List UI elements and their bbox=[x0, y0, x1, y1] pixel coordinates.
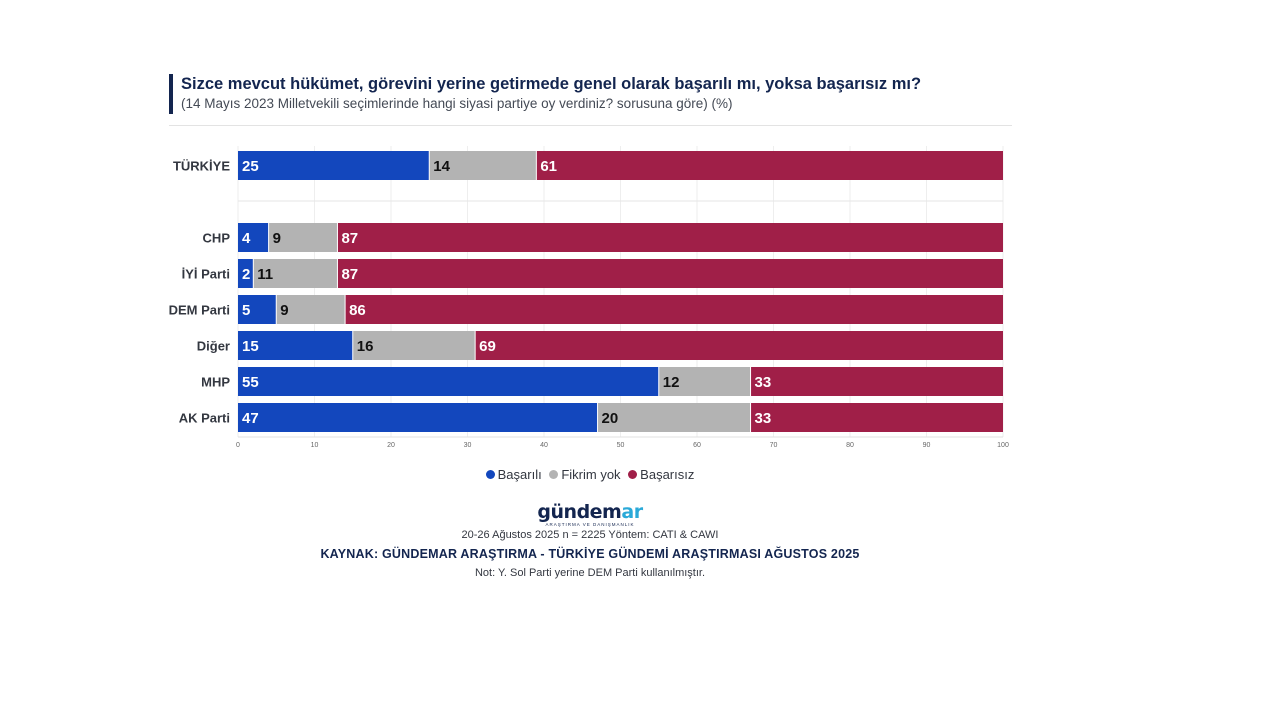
bar-iyi-parti-fikrim-yok bbox=[253, 259, 338, 288]
data-label-dem-parti-basarisiz: 86 bbox=[349, 302, 366, 319]
x-tick-label: 90 bbox=[923, 442, 931, 449]
data-label-turkiye-fikrim-yok: 14 bbox=[433, 158, 450, 175]
data-label-turkiye-basarili: 25 bbox=[242, 158, 259, 175]
legend-label-basarisiz: Başarısız bbox=[640, 467, 695, 482]
bar-iyi-parti-basarisiz bbox=[337, 259, 1003, 288]
data-label-mhp-fikrim-yok: 12 bbox=[663, 374, 680, 391]
data-label-dem-parti-basarili: 5 bbox=[242, 302, 250, 319]
x-tick-label: 50 bbox=[617, 442, 625, 449]
x-tick-label: 20 bbox=[387, 442, 395, 449]
bar-dem-parti-fikrim-yok bbox=[276, 295, 346, 324]
bar-turkiye-basarisiz bbox=[536, 151, 1003, 180]
legend-item-basarisiz: Başarısız bbox=[628, 467, 694, 482]
bar-ak-parti-basarili bbox=[238, 403, 598, 432]
bar-mhp-basarisiz bbox=[750, 367, 1003, 396]
data-label-diger-basarisiz: 69 bbox=[479, 338, 496, 355]
title-divider bbox=[169, 125, 1012, 126]
data-label-chp-basarili: 4 bbox=[242, 230, 251, 247]
data-label-ak-parti-basarisiz: 33 bbox=[755, 410, 772, 427]
data-label-iyi-parti-basarili: 2 bbox=[242, 266, 250, 283]
data-label-chp-fikrim-yok: 9 bbox=[273, 230, 281, 247]
chart-subtitle: (14 Mayıs 2023 Milletvekili seçimlerinde… bbox=[181, 96, 733, 111]
x-tick-label: 60 bbox=[693, 442, 701, 449]
category-label-turkiye: TÜRKİYE bbox=[173, 159, 230, 174]
bar-ak-parti-fikrim-yok bbox=[597, 403, 751, 432]
logo-accent: ar bbox=[621, 501, 643, 523]
data-label-diger-fikrim-yok: 16 bbox=[357, 338, 374, 355]
data-label-mhp-basarisiz: 33 bbox=[755, 374, 772, 391]
logo-wordmark: gündemar bbox=[0, 502, 1180, 522]
bar-chp-fikrim-yok bbox=[268, 223, 338, 252]
legend-item-fikrim-yok: Fikrim yok bbox=[549, 467, 621, 482]
data-label-ak-parti-basarili: 47 bbox=[242, 410, 259, 427]
x-tick-label: 100 bbox=[997, 442, 1009, 449]
data-label-ak-parti-fikrim-yok: 20 bbox=[602, 410, 619, 427]
bar-diger-fikrim-yok bbox=[352, 331, 476, 360]
x-tick-label: 80 bbox=[846, 442, 854, 449]
category-label-chp: CHP bbox=[203, 231, 231, 246]
data-label-dem-parti-fikrim-yok: 9 bbox=[280, 302, 288, 319]
category-label-iyi-parti: İYİ Parti bbox=[182, 267, 230, 282]
title-block: Sizce mevcut hükümet, görevini yerine ge… bbox=[169, 74, 1012, 114]
bar-mhp-fikrim-yok bbox=[658, 367, 751, 396]
legend-dot-basarili bbox=[485, 470, 495, 479]
category-label-diger: Diğer bbox=[197, 339, 230, 354]
bar-chp-basarisiz bbox=[337, 223, 1003, 252]
bar-diger-basarisiz bbox=[475, 331, 1003, 360]
bar-dem-parti-basarisiz bbox=[345, 295, 1004, 324]
data-label-turkiye-basarisiz: 61 bbox=[540, 158, 557, 175]
bar-mhp-basarili bbox=[238, 367, 659, 396]
bar-turkiye-basarili bbox=[238, 151, 430, 180]
category-label-ak-parti: AK Parti bbox=[179, 411, 230, 426]
legend-label-fikrim-yok: Fikrim yok bbox=[561, 467, 621, 482]
category-label-dem-parti: DEM Parti bbox=[169, 303, 230, 318]
logo-tagline: ARAŞTIRMA VE DANIŞMANLIK bbox=[545, 522, 635, 527]
x-tick-label: 30 bbox=[464, 442, 472, 449]
bar-ak-parti-basarisiz bbox=[750, 403, 1003, 432]
category-label-mhp: MHP bbox=[201, 375, 230, 390]
x-tick-label: 40 bbox=[540, 442, 548, 449]
data-label-diger-basarili: 15 bbox=[242, 338, 259, 355]
bar-chp-basarili bbox=[238, 223, 269, 252]
gundemar-logo: gündemar ARAŞTIRMA VE DANIŞMANLIK bbox=[0, 502, 1180, 527]
footnote: Not: Y. Sol Parti yerine DEM Parti kulla… bbox=[474, 567, 706, 579]
survey-method: 20-26 Ağustos 2025 n = 2225 Yöntem: CATI… bbox=[461, 529, 719, 541]
bar-turkiye-fikrim-yok bbox=[429, 151, 537, 180]
x-tick-label: 70 bbox=[770, 442, 778, 449]
x-tick-label: 0 bbox=[236, 442, 240, 449]
x-tick-label: 10 bbox=[311, 442, 319, 449]
data-label-iyi-parti-basarisiz: 87 bbox=[341, 266, 358, 283]
legend: Başarılı Fikrim yok Başarısız bbox=[0, 467, 1180, 482]
data-label-iyi-parti-fikrim-yok: 11 bbox=[257, 266, 273, 283]
source-line: KAYNAK: GÜNDEMAR ARAŞTIRMA - TÜRKİYE GÜN… bbox=[320, 547, 860, 561]
bar-iyi-parti-basarili bbox=[238, 259, 254, 288]
data-label-chp-basarisiz: 87 bbox=[341, 230, 358, 247]
legend-dot-fikrim-yok bbox=[549, 470, 559, 479]
legend-dot-basarisiz bbox=[628, 470, 638, 479]
legend-item-basarili: Başarılı bbox=[485, 467, 542, 482]
chart-title: Sizce mevcut hükümet, görevini yerine ge… bbox=[181, 75, 922, 93]
logo-main: gündem bbox=[537, 501, 622, 523]
legend-label-basarili: Başarılı bbox=[497, 467, 542, 482]
bar-dem-parti-basarili bbox=[238, 295, 277, 324]
data-label-mhp-basarili: 55 bbox=[242, 374, 259, 391]
bar-diger-basarili bbox=[238, 331, 353, 360]
